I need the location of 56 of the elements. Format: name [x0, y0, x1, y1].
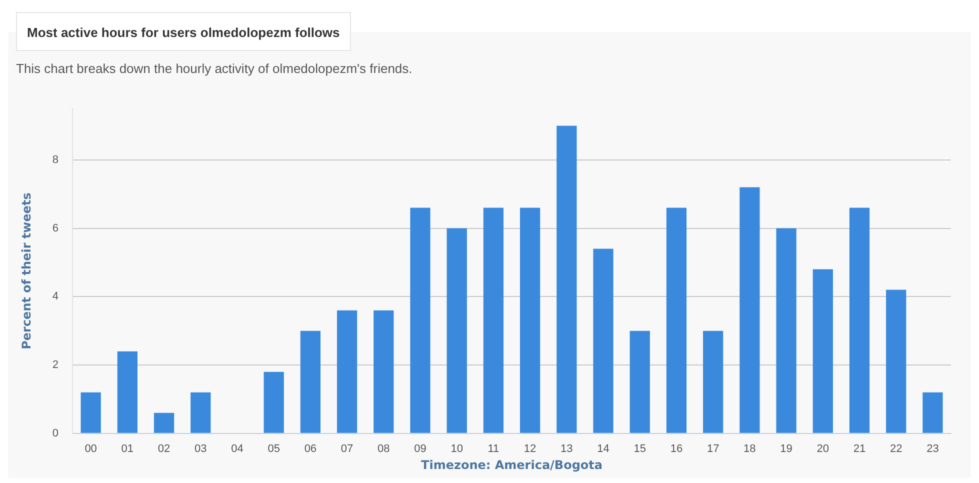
bar — [446, 228, 467, 433]
x-tick-label: 12 — [524, 443, 536, 456]
bar — [80, 392, 101, 433]
bar — [154, 412, 174, 433]
x-tick-label: 03 — [194, 443, 207, 456]
bar — [776, 228, 796, 433]
x-tick-label: 02 — [158, 443, 170, 456]
bar — [374, 310, 394, 433]
y-tick-label: 4 — [52, 290, 59, 303]
bar — [886, 290, 906, 433]
x-tick-label: 19 — [780, 443, 792, 456]
x-tick-label: 09 — [414, 443, 426, 456]
bar — [483, 208, 504, 433]
bar — [922, 392, 943, 433]
bar — [812, 269, 833, 433]
bar — [410, 208, 430, 433]
x-tick-label: 14 — [597, 443, 610, 456]
bar — [520, 208, 540, 433]
x-tick-label: 05 — [268, 443, 280, 456]
x-tick-label: 16 — [670, 443, 683, 456]
chart-title: Most active hours for users olmedolopezm follows — [16, 12, 351, 51]
x-tick-label: 23 — [926, 443, 939, 456]
x-tick-label: 18 — [744, 443, 756, 456]
bar — [556, 126, 577, 433]
x-tick-label: 21 — [853, 443, 866, 456]
bar — [336, 310, 358, 433]
bar — [666, 208, 687, 433]
chart-subtitle: This chart breaks down the hourly activity of olmedolopezm's friends. — [16, 61, 412, 76]
bar — [190, 392, 211, 433]
bar — [740, 187, 760, 433]
x-tick-label: 06 — [304, 443, 317, 456]
y-tick-label: 2 — [52, 359, 59, 372]
bar — [849, 208, 870, 433]
bar — [264, 372, 284, 433]
y-tick-label: 6 — [52, 222, 59, 234]
y-axis-title: Percent of their tweets — [19, 192, 34, 350]
x-tick-label: 13 — [560, 443, 573, 456]
x-tick-label: 15 — [634, 443, 646, 456]
x-tick-label: 08 — [378, 443, 390, 456]
x-tick-label: 22 — [890, 443, 902, 456]
bar — [630, 330, 650, 433]
bar — [300, 330, 321, 433]
x-tick-label: 01 — [121, 443, 134, 456]
y-tick-label: 0 — [52, 427, 59, 440]
bar — [703, 330, 724, 433]
bar — [117, 351, 138, 433]
x-tick-label: 00 — [84, 443, 97, 456]
x-axis-title: Timezone: America/Bogota — [421, 458, 602, 472]
x-tick-label: 04 — [231, 443, 244, 456]
y-tick-label: 8 — [52, 154, 59, 166]
bar — [593, 248, 614, 433]
x-tick-label: 20 — [816, 443, 830, 456]
x-tick-label: 07 — [340, 443, 354, 456]
x-tick-label: 10 — [450, 443, 463, 456]
x-tick-label: 17 — [706, 443, 720, 456]
x-tick-label: 11 — [488, 443, 500, 456]
